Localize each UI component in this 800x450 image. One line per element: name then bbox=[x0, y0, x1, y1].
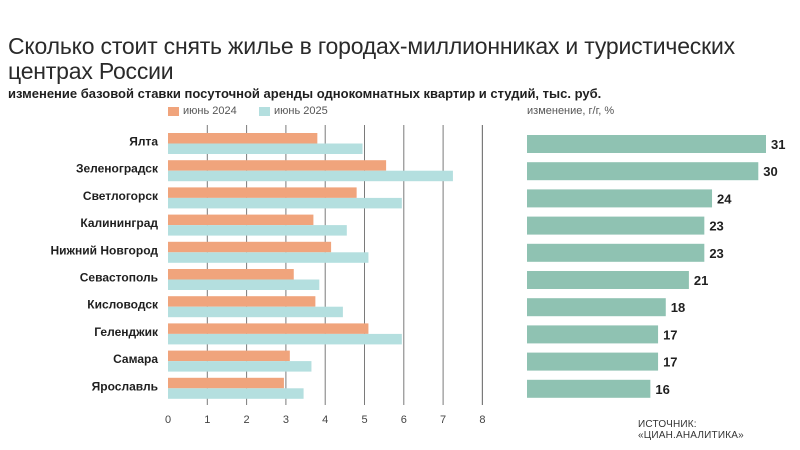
x-tick-label: 3 bbox=[283, 414, 289, 426]
x-tick-label: 6 bbox=[401, 414, 407, 426]
change-bar bbox=[527, 216, 705, 235]
category-label: Самара bbox=[113, 352, 158, 366]
bar-2024 bbox=[168, 241, 332, 253]
change-bar bbox=[527, 271, 689, 289]
x-tick-label: 1 bbox=[204, 414, 210, 426]
change-bar bbox=[527, 298, 666, 317]
change-value-label: 31 bbox=[771, 137, 785, 152]
change-bar bbox=[527, 243, 705, 262]
bar-2024 bbox=[168, 160, 387, 171]
change-bar bbox=[527, 162, 759, 181]
change-value-label: 16 bbox=[655, 382, 669, 397]
bar-2025 bbox=[168, 333, 402, 345]
category-label: Геленджик bbox=[94, 325, 159, 339]
bar-2024 bbox=[168, 350, 290, 362]
bar-2025 bbox=[168, 252, 369, 263]
category-label: Ярославль bbox=[92, 379, 158, 393]
category-label: Калининград bbox=[80, 216, 158, 230]
x-tick-label: 7 bbox=[440, 414, 446, 426]
change-bar bbox=[527, 325, 659, 344]
change-value-label: 23 bbox=[709, 246, 723, 261]
change-value-label: 17 bbox=[663, 355, 677, 370]
legend-label-2025: июнь 2025 bbox=[274, 105, 328, 117]
category-label: Кисловодск bbox=[87, 298, 159, 312]
bar-2025 bbox=[168, 170, 453, 182]
chart-title: Сколько стоит снять жилье в городах-милл… bbox=[8, 33, 735, 84]
change-value-label: 18 bbox=[671, 300, 685, 315]
change-bar bbox=[527, 189, 713, 208]
change-value-label: 21 bbox=[694, 273, 708, 288]
change-value-label: 24 bbox=[717, 191, 732, 206]
bar-2024 bbox=[168, 269, 294, 280]
x-tick-label: 2 bbox=[244, 414, 250, 426]
bar-2025 bbox=[168, 279, 320, 290]
x-tick-label: 0 bbox=[165, 414, 171, 426]
category-label: Севастополь bbox=[80, 271, 158, 285]
category-label: Ялта bbox=[129, 135, 158, 149]
bar-2025 bbox=[168, 197, 402, 209]
bar-2024 bbox=[168, 187, 357, 198]
category-label: Светлогорск bbox=[83, 189, 159, 203]
x-tick-label: 8 bbox=[479, 414, 485, 426]
bar-2024 bbox=[168, 133, 318, 144]
source-note: ИСТОЧНИК: «ЦИАН.АНАЛИТИКА» bbox=[638, 419, 744, 441]
x-tick-label: 4 bbox=[322, 414, 328, 426]
change-value-label: 30 bbox=[763, 164, 777, 179]
legend-swatch-2025 bbox=[259, 107, 270, 116]
category-label: Нижний Новгород bbox=[50, 243, 158, 257]
chart-subtitle: изменение базовой ставки посуточной арен… bbox=[8, 86, 602, 101]
change-panel-label: изменение, г/г, % bbox=[527, 105, 615, 117]
change-bar bbox=[527, 135, 766, 153]
x-tick-label: 5 bbox=[361, 414, 367, 426]
bar-2024 bbox=[168, 323, 369, 334]
bar-2024 bbox=[168, 296, 316, 307]
change-bar bbox=[527, 352, 659, 371]
change-bar bbox=[527, 379, 651, 398]
bar-2025 bbox=[168, 306, 343, 318]
bar-2025 bbox=[168, 143, 363, 154]
change-value-label: 17 bbox=[663, 327, 677, 342]
bar-2024 bbox=[168, 377, 284, 389]
category-label: Зеленоградск bbox=[76, 162, 159, 176]
bar-2024 bbox=[168, 214, 314, 226]
bar-2025 bbox=[168, 361, 312, 372]
legend-swatch-2024 bbox=[168, 107, 179, 116]
legend-label-2024: июнь 2024 bbox=[183, 105, 237, 117]
bar-2025 bbox=[168, 388, 304, 399]
bar-2025 bbox=[168, 225, 347, 236]
change-value-label: 23 bbox=[709, 219, 723, 234]
